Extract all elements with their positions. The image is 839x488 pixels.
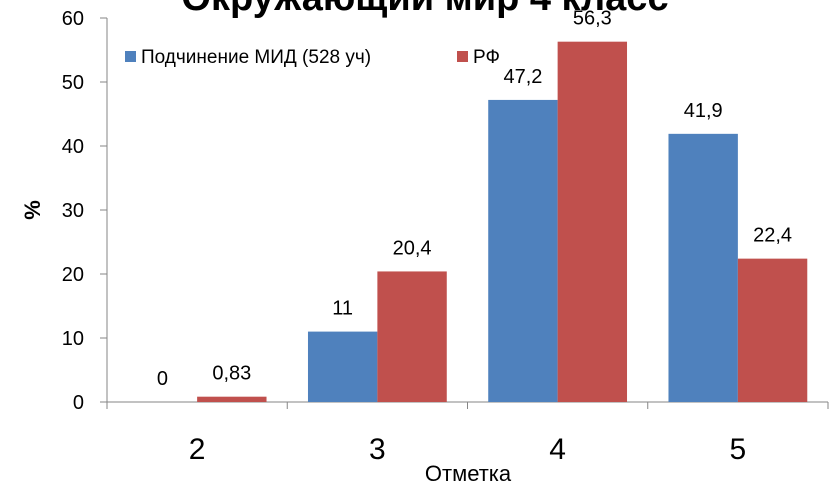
y-tick-label: 20 [62,264,84,286]
legend: Подчинение МИД (528 уч) РФ [125,47,500,68]
legend-swatch-series-2 [457,51,468,62]
data-labels: 0 0,83 11 20,4 47,2 56,3 41,9 22,4 [157,8,792,390]
bar-series-1 [307,331,378,402]
x-axis: 2 3 4 5 [106,401,829,466]
data-label-series-2: 0,83 [212,363,251,385]
x-tick-label: 5 [730,433,747,466]
y-axis: 0 10 20 30 40 50 60 [62,8,108,414]
x-tick-label: 2 [189,433,206,466]
bar-series-1 [488,99,558,403]
y-tick-label: 30 [62,200,84,222]
bar-series-2 [197,396,267,402]
x-axis-label: Отметка [425,461,512,486]
y-axis-label: % [20,200,45,220]
legend-swatch-series-1 [125,51,136,62]
data-label-series-1: 11 [332,298,353,320]
x-tick-label: 3 [369,433,386,466]
bars [197,41,808,403]
legend-label-series-2: РФ [473,47,500,68]
y-tick-label: 40 [62,136,84,158]
y-tick-label: 60 [62,8,84,30]
bar-series-2 [377,271,447,402]
bar-series-2 [737,258,808,402]
legend-label-series-1: Подчинение МИД (528 уч) [141,47,371,68]
data-label-series-1: 0 [157,368,168,390]
bar-series-2 [557,41,628,403]
chart-title: Окружающий мир 4 класс [181,0,668,19]
y-tick-label: 10 [62,328,84,350]
x-tick-label: 4 [549,433,566,466]
y-tick-label: 0 [73,392,84,414]
y-tick-label: 50 [62,72,84,94]
data-label-series-1: 41,9 [684,100,723,122]
data-label-series-2: 22,4 [753,225,792,247]
data-label-series-2: 20,4 [393,237,432,259]
data-label-series-2: 56,3 [573,8,612,30]
bar-series-1 [668,133,738,402]
data-label-series-1: 47,2 [503,66,542,88]
